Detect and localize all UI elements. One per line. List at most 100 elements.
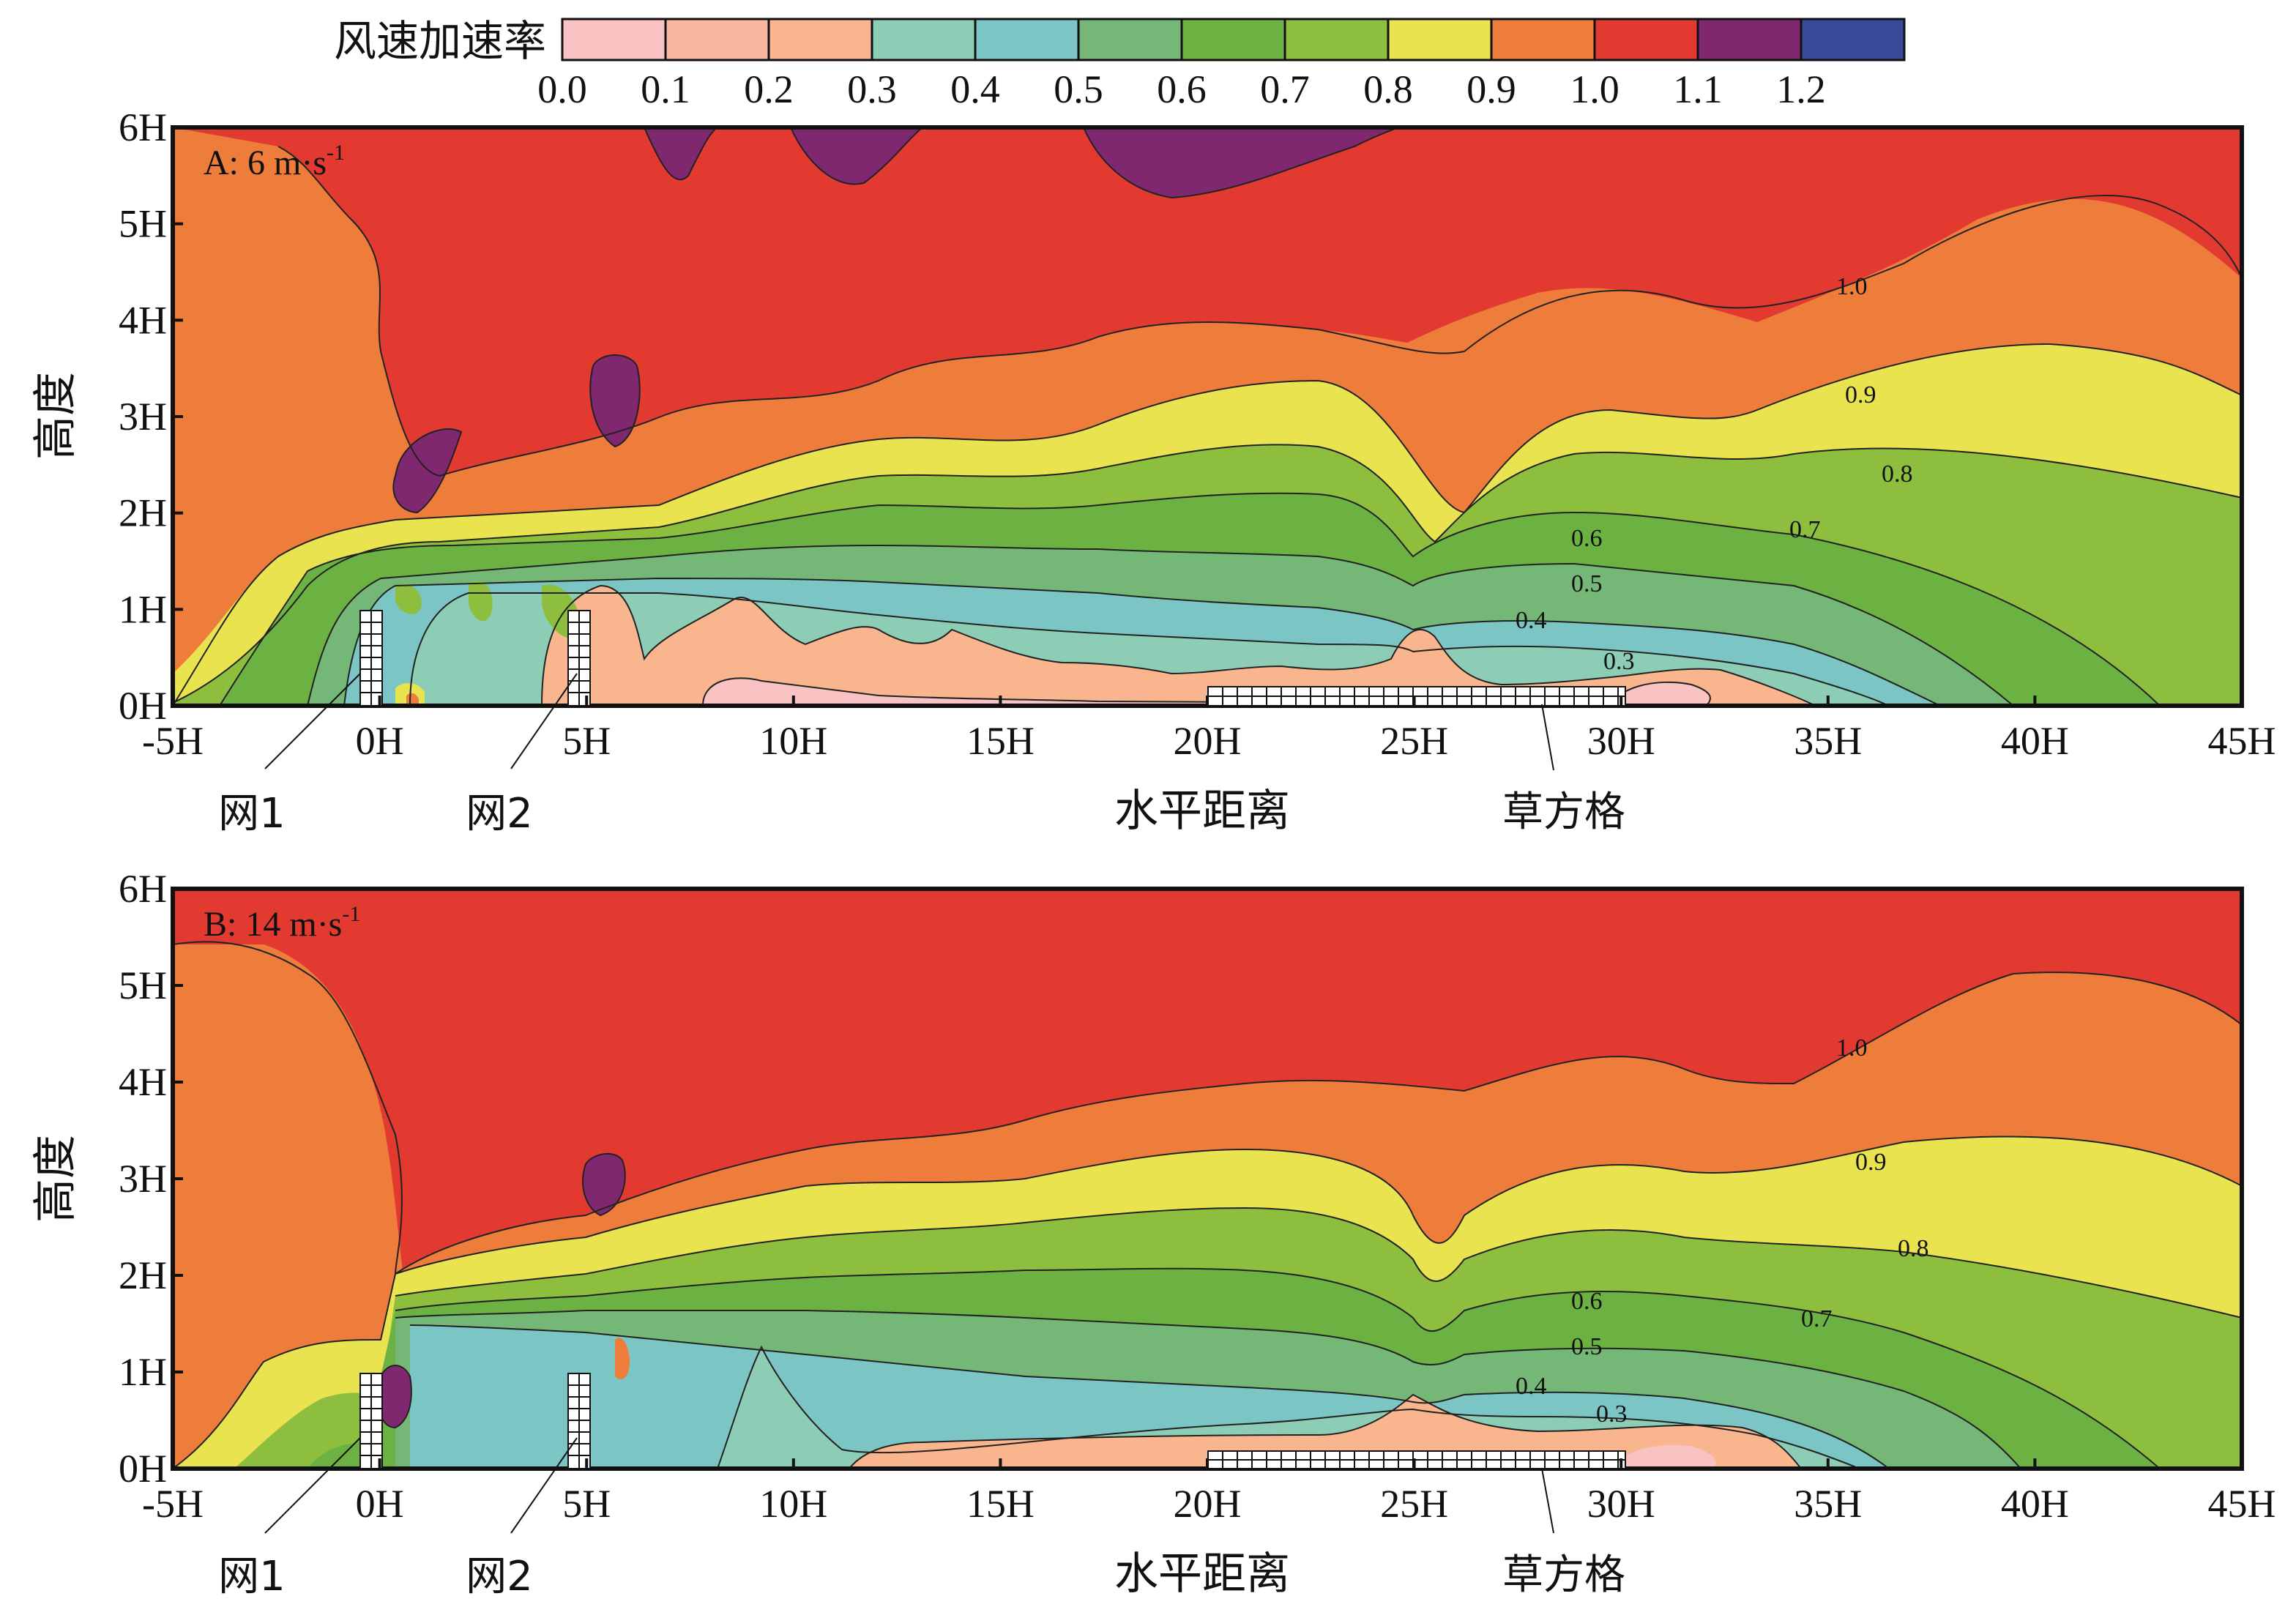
x-tick-label: 40H [2001, 1482, 2069, 1526]
legend-swatch [1800, 18, 1906, 61]
legend-tick-label: 0.0 [537, 67, 587, 111]
x-tick-label: 15H [966, 719, 1035, 763]
panel-b-contour-label-0-7: 0.7 [1801, 1305, 1833, 1332]
panel-b-leader-fence-1 [264, 1437, 361, 1534]
panel-a-label: A: 6 m·s-1 [204, 141, 345, 182]
panel-b-contour-label-0-6: 0.6 [1571, 1288, 1603, 1315]
legend-tick-label: 1.0 [1570, 67, 1620, 111]
legend-title: 风速加速率 [334, 16, 546, 66]
y-tick-label: 1H [119, 587, 167, 631]
panel-a-contour-label-0-6: 0.6 [1571, 525, 1603, 552]
panel-b-leader-grass [1541, 1468, 1554, 1534]
legend-swatches [561, 18, 1906, 61]
legend-tick-label: 0.2 [744, 67, 794, 111]
legend-tick-label: 0.1 [641, 67, 690, 111]
x-tick-label: 15H [966, 1482, 1035, 1526]
panel-a-contour-label-0-3: 0.3 [1603, 648, 1635, 675]
y-tick-label: 6H [119, 105, 167, 149]
legend-tick-label: 0.3 [847, 67, 897, 111]
legend-swatch [1077, 18, 1183, 61]
legend-swatch [561, 18, 667, 61]
x-tick-label: 10H [759, 1482, 827, 1526]
panel-b-annotations: 网1 网2 草方格 [218, 1437, 1625, 1600]
legend-swatch [974, 18, 1080, 61]
panel-a-leader-grass [1541, 704, 1554, 771]
x-tick-label: 30H [1587, 1482, 1655, 1526]
panel-b-label: B: 14 m·s-1 [204, 902, 360, 944]
panel-a-contour-label-0-4: 0.4 [1516, 607, 1547, 634]
x-tick-label: -5H [142, 719, 204, 763]
panel-a-contour-label-1-0: 1.0 [1836, 273, 1868, 300]
x-tick-label: 45H [2208, 1482, 2276, 1526]
legend-tick-label: 1.2 [1776, 67, 1826, 111]
panel-a-contour-label-0-7: 0.7 [1789, 516, 1821, 543]
y-tick-label: 3H [119, 395, 167, 439]
panel-b: B: 14 m·s-1 1.0 0.9 0.8 0.7 0.6 0.5 0.4 … [30, 867, 2276, 1600]
y-tick-label: 4H [119, 298, 167, 342]
panel-b-x-axis-label: 水平距离 [1114, 1548, 1290, 1600]
legend-swatch [664, 18, 770, 61]
legend-swatch [1593, 18, 1699, 61]
x-tick-label: 30H [1587, 719, 1655, 763]
panel-b-contour-label-0-8: 0.8 [1898, 1235, 1929, 1262]
x-tick-label: 35H [1794, 1482, 1862, 1526]
panel-a-x-axis-label: 水平距离 [1114, 786, 1290, 837]
panel-a-axes: -5H 0H 5H 10H 15H 20H 25H 30H 35H 40H 45H0H1H2H3H4… [119, 105, 2276, 763]
panel-b-fence-2 [567, 1373, 591, 1469]
panel-a-contour-label-0-5: 0.5 [1571, 570, 1603, 597]
panel-a-contour-field [173, 127, 2242, 706]
panel-a-contour-label-0-9: 0.9 [1845, 381, 1876, 409]
x-tick-label: 45H [2208, 719, 2276, 763]
panel-b-fence-1 [359, 1373, 383, 1469]
panel-a-leader-fence-2 [510, 673, 578, 769]
x-tick-label: 40H [2001, 719, 2069, 763]
colorbar-legend: 风速加速率 0.0 0.1 0.2 0.3 0.4 0.5 0.6 0.7 0.8 0.9 1.0 1… [334, 16, 1906, 111]
y-tick-label: 4H [119, 1060, 167, 1104]
legend-swatch [871, 18, 977, 61]
panel-b-grass-label: 草方格 [1502, 1551, 1625, 1599]
panel-a: A: 6 m·s-1 1.0 0.9 0.8 0.7 0.6 0.5 0.4 0… [30, 105, 2276, 838]
x-tick-label: 25H [1380, 1482, 1448, 1526]
panel-a-leader-fence-1 [264, 673, 361, 769]
panel-b-contour-label-0-9: 0.9 [1855, 1149, 1887, 1176]
panel-b-contour-label-1-0: 1.0 [1836, 1034, 1868, 1062]
legend-swatch [1490, 18, 1596, 61]
y-tick-label: 5H [119, 202, 167, 246]
y-tick-label: 2H [119, 491, 167, 535]
x-tick-label: 10H [759, 719, 827, 763]
legend-tick-label: 0.4 [950, 67, 1000, 111]
panel-a-label-sup: -1 [327, 141, 345, 165]
panel-a-contour-labels: 1.0 0.9 0.8 0.7 0.6 0.5 0.4 0.3 [1516, 273, 1913, 675]
y-tick-label: 0H [119, 684, 167, 728]
legend-tick-label: 0.7 [1260, 67, 1310, 111]
legend-swatch [1696, 18, 1803, 61]
x-tick-label: 0H [356, 1482, 404, 1526]
legend-tick-label: 0.8 [1363, 67, 1413, 111]
y-tick-label: 6H [119, 867, 167, 911]
y-tick-label: 2H [119, 1253, 167, 1297]
panel-b-contour-label-0-4: 0.4 [1516, 1373, 1547, 1400]
panel-b-label-text: B: 14 m·s [204, 905, 342, 944]
x-tick-label: 0H [356, 719, 404, 763]
panel-a-contour-label-0-8: 0.8 [1882, 461, 1913, 488]
panel-a-fence-2-label: 网2 [466, 790, 533, 838]
legend-ticks: 0.0 0.1 0.2 0.3 0.4 0.5 0.6 0.7 0.8 0.9 1.0 1.1 1.2 [537, 67, 1826, 111]
panel-a-grass-label: 草方格 [1502, 788, 1625, 836]
x-tick-label: 5H [562, 1482, 611, 1526]
x-tick-label: 25H [1380, 719, 1448, 763]
legend-tick-label: 1.1 [1673, 67, 1723, 111]
x-tick-label: 5H [562, 719, 611, 763]
panel-b-leader-fence-2 [510, 1437, 578, 1534]
panel-b-contour-label-0-3: 0.3 [1596, 1401, 1628, 1428]
panel-a-fence-2 [567, 610, 591, 706]
panel-b-axes: -5H 0H 5H 10H 15H 20H 25H 30H 35H 40H 45H0H1H2H3H4… [119, 867, 2276, 1526]
y-tick-label: 5H [119, 963, 167, 1007]
panel-b-fence-1-label: 网1 [218, 1553, 286, 1600]
legend-swatch [1180, 18, 1286, 61]
panel-a-fence-1-label: 网1 [218, 790, 286, 838]
panel-b-grass-squares [1207, 1450, 1626, 1469]
y-tick-label: 0H [119, 1447, 167, 1491]
panel-a-annotations: 网1 网2 草方格 [218, 673, 1625, 838]
legend-swatch [767, 18, 873, 61]
